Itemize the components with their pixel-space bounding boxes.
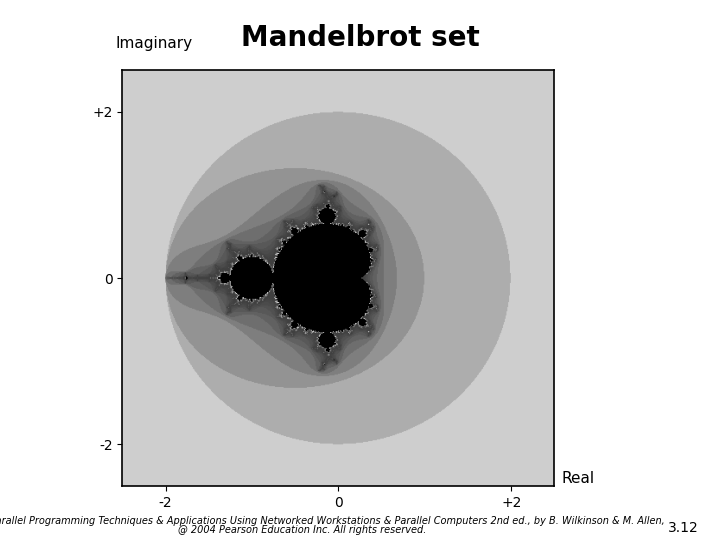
Text: Imaginary: Imaginary — [115, 36, 192, 51]
Text: 3.12: 3.12 — [667, 521, 698, 535]
Text: Mandelbrot set: Mandelbrot set — [240, 24, 480, 52]
Text: Slides for Parallel Programming Techniques & Applications Using Networked Workst: Slides for Parallel Programming Techniqu… — [0, 516, 665, 526]
Text: @ 2004 Pearson Education Inc. All rights reserved.: @ 2004 Pearson Education Inc. All rights… — [179, 524, 426, 535]
Text: Real: Real — [562, 471, 595, 486]
